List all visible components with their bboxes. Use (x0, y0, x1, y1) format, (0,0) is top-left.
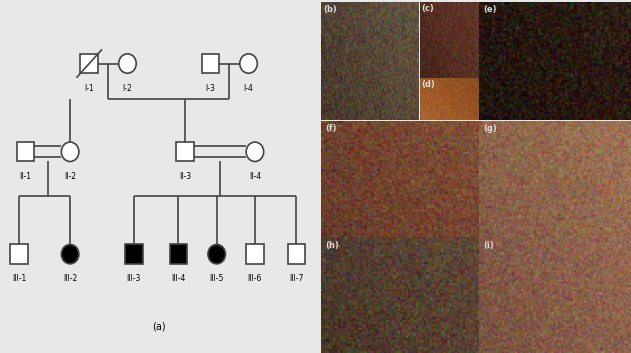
Text: III-2: III-2 (63, 275, 77, 283)
Bar (170, 244, 187, 264)
Bar (288, 244, 305, 264)
Text: III-3: III-3 (127, 275, 141, 283)
Text: (a): (a) (153, 322, 166, 332)
Text: I-2: I-2 (122, 84, 133, 93)
Circle shape (61, 142, 79, 162)
Bar (246, 244, 264, 264)
Circle shape (208, 244, 225, 264)
Text: II-3: II-3 (179, 172, 191, 181)
Bar (201, 54, 219, 73)
Text: III-7: III-7 (289, 275, 304, 283)
Text: (f): (f) (326, 124, 337, 133)
Text: I-4: I-4 (244, 84, 254, 93)
Text: I-1: I-1 (85, 84, 94, 93)
Text: I-3: I-3 (205, 84, 215, 93)
Text: II-2: II-2 (64, 172, 76, 181)
Text: (i): (i) (483, 241, 494, 250)
Text: (e): (e) (483, 5, 497, 14)
Bar (125, 244, 143, 264)
Text: (h): (h) (326, 241, 339, 250)
Text: (b): (b) (324, 5, 337, 14)
Text: III-6: III-6 (248, 275, 262, 283)
Circle shape (240, 54, 257, 73)
Bar (17, 142, 34, 162)
Bar (10, 244, 28, 264)
Circle shape (61, 244, 79, 264)
Circle shape (246, 142, 264, 162)
Text: II-4: II-4 (249, 172, 261, 181)
Circle shape (119, 54, 136, 73)
Text: III-4: III-4 (171, 275, 186, 283)
Text: (c): (c) (422, 4, 434, 13)
Bar (176, 142, 194, 162)
Text: II-1: II-1 (20, 172, 32, 181)
Text: III-1: III-1 (12, 275, 27, 283)
Text: III-5: III-5 (209, 275, 224, 283)
Bar (81, 54, 98, 73)
Text: (g): (g) (483, 124, 497, 133)
Text: (d): (d) (422, 80, 435, 89)
